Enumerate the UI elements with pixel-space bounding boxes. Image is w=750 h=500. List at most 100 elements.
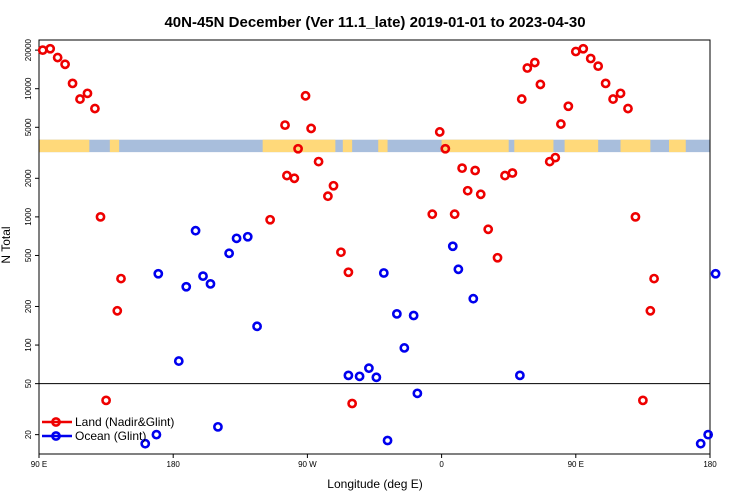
land-data-point <box>37 45 48 56</box>
ocean-data-point <box>242 231 253 242</box>
land-data-point <box>323 191 333 202</box>
land-data-point <box>600 78 611 89</box>
y-tick-label: 50 <box>24 379 33 388</box>
ocean-data-point <box>153 268 164 279</box>
ocean-data-point <box>343 370 354 381</box>
land-data-point <box>280 120 290 131</box>
ocean-data-point <box>364 363 374 374</box>
land-data-point <box>593 61 604 72</box>
legend-label: Land (Nadir&Glint) <box>75 415 174 429</box>
land-segment <box>109 139 120 153</box>
x-tick-label: 180 <box>167 460 181 469</box>
land-segment <box>441 139 509 153</box>
ocean-data-point <box>213 421 223 432</box>
land-data-point <box>630 211 641 222</box>
land-segment <box>378 139 388 153</box>
land-segment <box>620 139 651 153</box>
land-data-point <box>265 214 276 225</box>
x-tick-label: 0 <box>439 460 444 469</box>
land-data-point <box>529 57 540 68</box>
y-tick-label: 20 <box>24 430 33 439</box>
land-data-point <box>313 156 324 167</box>
land-data-point <box>434 127 445 137</box>
x-tick-label: 90 E <box>568 460 584 469</box>
y-tick-label: 500 <box>24 248 33 262</box>
chart-title: 40N-45N December (Ver 11.1_late) 2019-01… <box>164 14 585 31</box>
land-data-point <box>615 88 626 99</box>
ocean-data-point <box>371 372 382 383</box>
land-segment <box>39 139 90 153</box>
ocean-data-point <box>399 343 410 353</box>
x-axis-label: Longitude (deg E) <box>327 477 422 491</box>
x-tick-label: 90 E <box>31 460 47 469</box>
ocean-data-point <box>205 278 216 289</box>
ocean-data-point <box>453 264 464 275</box>
land-data-point <box>470 165 481 176</box>
land-data-point <box>440 143 451 154</box>
ocean-data-point <box>710 268 721 279</box>
land-data-point <box>563 101 574 112</box>
ocean-data-point <box>190 225 201 236</box>
ocean-data-point <box>173 356 184 366</box>
land-data-point <box>570 46 581 57</box>
land-data-point <box>608 94 618 104</box>
ocean-data-point <box>703 429 714 440</box>
land-data-point <box>95 211 106 222</box>
land-data-point <box>522 63 533 73</box>
ocean-data-point <box>408 310 419 321</box>
ocean-data-point <box>447 241 458 252</box>
legend-marker <box>51 431 61 441</box>
y-tick-label: 20000 <box>24 38 33 61</box>
land-data-point <box>638 395 648 406</box>
land-segment <box>564 139 599 153</box>
land-data-point <box>649 273 659 284</box>
land-data-point <box>112 305 123 316</box>
land-data-point <box>507 168 518 178</box>
land-data-point <box>623 103 633 114</box>
plot-frame <box>38 39 711 455</box>
land-data-point <box>500 170 510 181</box>
legend: Land (Nadir&Glint)Ocean (Glint) <box>42 415 174 443</box>
ocean-data-point <box>181 281 192 292</box>
y-tick-label: 100 <box>24 338 33 352</box>
land-data-point <box>60 59 70 70</box>
land-data-point <box>52 52 63 63</box>
land-data-point <box>289 173 300 184</box>
y-axis-label: N Total <box>0 226 13 263</box>
ocean-data-point <box>695 438 706 449</box>
ocean-data-point <box>391 309 402 319</box>
ocean-data-point <box>514 370 525 381</box>
y-tick-label: 200 <box>24 299 33 313</box>
land-data-point <box>449 209 460 220</box>
land-data-point <box>45 43 56 54</box>
series-layer <box>37 43 721 449</box>
land-data-point <box>492 252 503 263</box>
ocean-data-point <box>140 438 151 449</box>
legend-marker <box>51 417 61 427</box>
land-ocean-strip <box>39 139 710 153</box>
land-segment <box>342 139 353 153</box>
land-data-point <box>336 247 346 258</box>
y-axis-ticks: 20 50 100 200 500 1000 2000 5000 10000 20000 <box>24 38 39 439</box>
x-tick-label: 180 <box>703 460 717 469</box>
series-ocean <box>140 225 721 449</box>
land-data-point <box>475 189 486 200</box>
ocean-data-point <box>468 293 479 304</box>
legend-label: Ocean (Glint) <box>75 429 146 443</box>
x-axis-ticks: 90 E 180 90 W 0 90 E 180 <box>31 454 717 469</box>
land-data-point <box>328 180 339 191</box>
land-data-point <box>555 119 566 129</box>
ocean-data-point <box>224 248 235 259</box>
land-data-point <box>535 79 546 90</box>
land-segment <box>668 139 686 153</box>
land-data-point <box>578 43 589 54</box>
land-data-point <box>427 209 438 220</box>
ocean-data-point <box>198 271 208 282</box>
ocean-data-point <box>151 429 162 440</box>
ocean-data-point <box>382 435 393 446</box>
land-data-point <box>306 123 317 134</box>
land-data-point <box>585 53 596 64</box>
land-data-point <box>516 94 527 104</box>
land-data-point <box>101 395 111 406</box>
ocean-data-point <box>231 233 242 244</box>
